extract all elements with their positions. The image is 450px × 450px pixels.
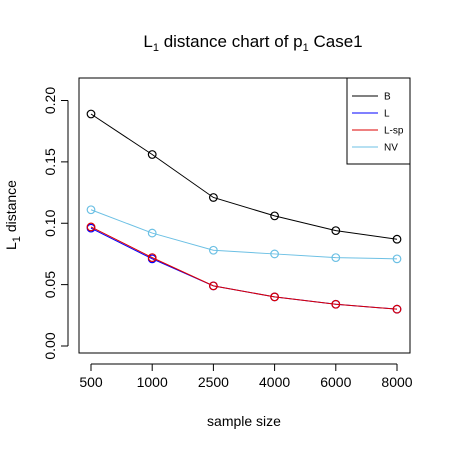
series-line — [90, 209, 398, 260]
chart-title: L1 distance chart of p1 Case1 — [143, 32, 362, 54]
data-point — [86, 205, 96, 215]
data-point — [86, 109, 96, 119]
legend-label: NV — [384, 143, 398, 154]
legend-label: B — [384, 92, 391, 103]
x-tick-label: 500 — [79, 374, 103, 390]
data-point — [208, 193, 218, 202]
y-tick-label: 0.05 — [42, 271, 58, 298]
series-layer — [86, 109, 402, 314]
x-tick-label: 6000 — [320, 374, 351, 390]
legend-label: L-sp — [384, 126, 404, 137]
data-point — [270, 292, 280, 302]
plot-frame — [78, 77, 411, 354]
data-point — [270, 249, 280, 259]
series-line — [90, 113, 398, 240]
plot-area — [78, 77, 411, 354]
y-tick-label: 0.15 — [42, 148, 58, 175]
series-nv — [86, 205, 402, 264]
y-tick-label: 0.20 — [42, 87, 58, 114]
data-point — [147, 150, 157, 159]
series-l — [86, 223, 402, 314]
x-axis-label: sample size — [207, 413, 281, 429]
data-point — [331, 253, 341, 263]
x-tick-label: 8000 — [381, 374, 412, 390]
x-axis: 500 1000 2500 4000 6000 8000 — [79, 363, 413, 390]
data-point — [331, 299, 341, 309]
y-tick-label: 0.10 — [42, 209, 58, 236]
legend-box — [346, 77, 411, 165]
series-l-sp — [86, 222, 402, 314]
data-point — [392, 234, 402, 244]
x-tick-label: 2500 — [198, 374, 229, 390]
data-point — [86, 222, 96, 232]
data-point — [208, 245, 218, 255]
x-tick-label: 4000 — [259, 374, 290, 390]
legend: BL L-sp NV — [346, 77, 411, 165]
data-point — [270, 211, 280, 221]
y-tick-label: 0.00 — [42, 332, 58, 359]
y-axis-label: L1 distance — [3, 180, 23, 250]
data-point — [147, 253, 157, 263]
data-point — [147, 228, 157, 238]
y-axis: 0.00 0.05 0.10 0.15 0.20 — [42, 87, 69, 360]
data-point — [331, 226, 341, 236]
series-line — [90, 227, 398, 310]
series-b — [86, 109, 402, 244]
data-point — [392, 304, 402, 314]
data-point — [392, 254, 402, 264]
legend-label: L — [384, 109, 390, 120]
x-tick-label: 1000 — [137, 374, 168, 390]
data-point — [208, 281, 218, 291]
series-line — [90, 226, 398, 310]
